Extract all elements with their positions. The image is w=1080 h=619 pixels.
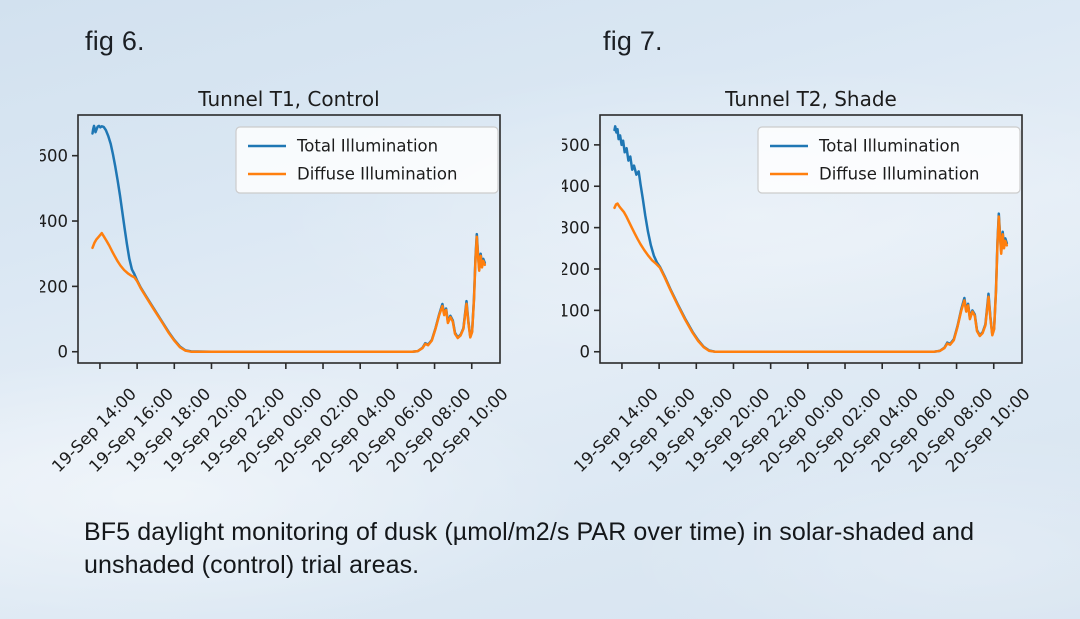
legend: Total Illumination Diffuse Illumination bbox=[757, 126, 1021, 194]
legend-box bbox=[235, 126, 499, 194]
plot-area bbox=[599, 114, 1023, 364]
legend-box bbox=[757, 126, 1021, 194]
figure-caption: BF5 daylight monitoring of dusk (µmol/m2… bbox=[84, 518, 975, 580]
y-tick-label: 300 bbox=[562, 219, 590, 238]
fig7-label: fig 7. bbox=[603, 26, 663, 56]
chart-title: Tunnel T1, Control bbox=[197, 87, 379, 111]
legend-label-1: Diffuse Illumination bbox=[819, 165, 979, 184]
y-tick-label: 400 bbox=[40, 212, 68, 231]
y-tick-label: 100 bbox=[562, 301, 590, 320]
y-tick-label: 200 bbox=[40, 277, 68, 296]
legend-label-0: Total Illumination bbox=[296, 137, 438, 156]
y-tick-label: 0 bbox=[580, 343, 591, 362]
chart-title: Tunnel T2, Shade bbox=[724, 87, 897, 111]
y-tick-label: 500 bbox=[562, 136, 590, 155]
y-tick-label: 600 bbox=[40, 147, 68, 166]
fig6-label: fig 6. bbox=[85, 26, 145, 56]
legend-label-0: Total Illumination bbox=[818, 137, 960, 156]
y-tick-label: 200 bbox=[562, 260, 590, 279]
series-line-diffuse-illumination bbox=[613, 202, 1009, 353]
y-tick-label: 400 bbox=[562, 177, 590, 196]
plot-area bbox=[77, 114, 501, 364]
legend: Total Illumination Diffuse Illumination bbox=[235, 126, 499, 194]
series-line-diffuse-illumination bbox=[91, 231, 487, 353]
y-tick-label: 0 bbox=[58, 343, 69, 362]
legend-label-1: Diffuse Illumination bbox=[297, 165, 457, 184]
